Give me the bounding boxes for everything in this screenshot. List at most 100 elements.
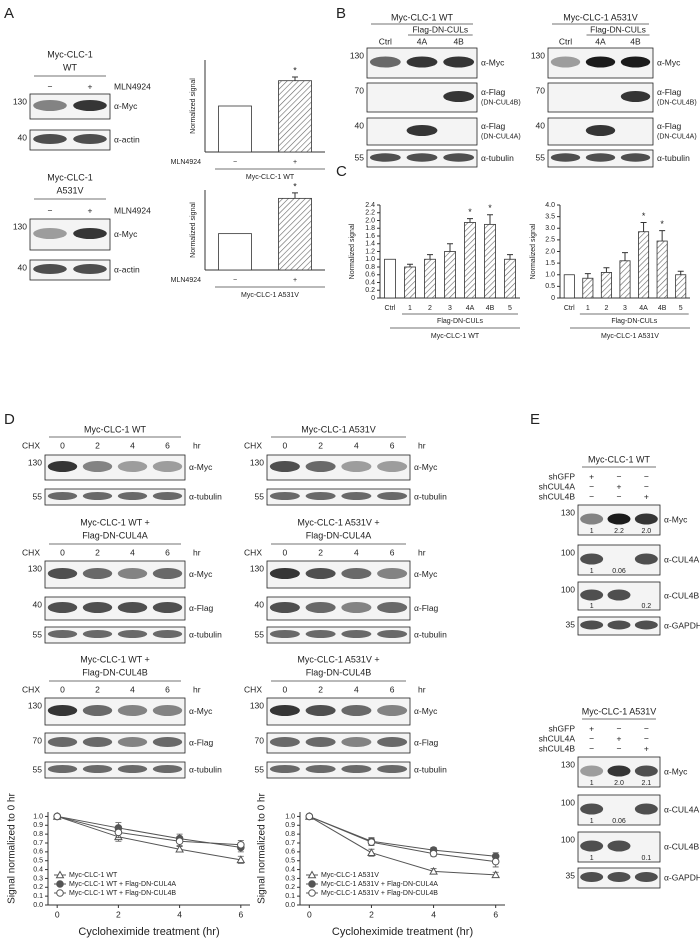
antibody-label: α-Myc — [189, 462, 213, 472]
antibody-label: α-tubulin — [414, 629, 447, 639]
blot-membrane — [44, 488, 186, 506]
band — [82, 705, 113, 716]
bar — [504, 258, 516, 299]
y-tick-label: 1.0 — [365, 256, 375, 263]
lane-label: 4 — [130, 440, 135, 450]
band — [341, 568, 372, 579]
band — [580, 803, 604, 815]
series-line — [309, 815, 496, 857]
y-tick-label: 0.4 — [33, 866, 43, 873]
panel-letter: B — [336, 5, 346, 22]
x-tick-label: Ctrl — [385, 305, 396, 312]
bar — [638, 231, 650, 299]
blot-membrane — [266, 488, 411, 506]
bar — [424, 258, 436, 299]
marker — [491, 870, 501, 879]
condition-mark: + — [644, 743, 649, 753]
y-tick-label: 0.6 — [365, 272, 375, 279]
x-tick-label: 4A — [466, 305, 475, 312]
band — [634, 553, 658, 565]
x-tick-label: 2 — [604, 305, 608, 312]
blot-membrane — [266, 761, 411, 779]
y-tick-label: 0.3 — [33, 875, 43, 882]
error-bar — [487, 214, 493, 225]
y-axis-label: Signal normalized to 0 hr — [257, 793, 268, 904]
bar — [675, 274, 687, 299]
band — [341, 630, 372, 638]
band — [620, 91, 651, 102]
mw-marker: 100 — [561, 834, 575, 844]
band — [580, 765, 604, 777]
y-tick-label: 1.6 — [365, 233, 375, 240]
band — [341, 602, 372, 613]
antibody-label: α-Myc — [114, 229, 138, 239]
mw-marker: 40 — [18, 132, 28, 142]
antibody-label: α-Flag — [414, 603, 439, 613]
band — [152, 492, 183, 500]
unit-label: hr — [418, 684, 426, 694]
quant-label: 1 — [590, 818, 594, 825]
antibody-label: α-Myc — [664, 766, 688, 776]
y-tick-label: 2.4 — [365, 202, 375, 209]
y-tick-label: 3.0 — [545, 225, 555, 232]
y-tick-label: 0.1 — [33, 893, 43, 900]
band — [73, 264, 107, 274]
bar — [444, 251, 456, 299]
band — [607, 620, 631, 630]
y-tick-label: 1.5 — [545, 260, 555, 267]
condition-mark: − — [617, 743, 622, 753]
lane-label: Ctrl — [379, 36, 392, 46]
y-tick-label: 0 — [551, 295, 555, 302]
y-axis-label: Normalized signal — [190, 202, 197, 258]
mw-marker: 35 — [566, 870, 576, 880]
y-tick-label: 0.9 — [33, 822, 43, 829]
x-tick-label: 5 — [679, 305, 683, 312]
condition-name: shCUL4A — [539, 481, 576, 491]
mw-marker: 130 — [250, 457, 264, 467]
y-tick-label: 0.2 — [285, 884, 295, 891]
treatment-label: CHX — [244, 547, 262, 557]
band — [47, 602, 78, 613]
mw-marker: 130 — [531, 50, 545, 60]
antibody-label: α-CUL4A — [664, 554, 699, 564]
band — [305, 765, 336, 773]
y-tick-label: 0.2 — [365, 287, 375, 294]
antibody-detail: (DN-CUL4B) — [481, 99, 521, 106]
blot-title: Flag-DN-CUL4B — [306, 667, 372, 677]
legend-label: Myc-CLC-1 WT + Flag-DN-CUL4B — [69, 890, 176, 897]
row-label: MLN4924 — [171, 159, 201, 166]
blot-title: Myc-CLC-1 A531V + — [297, 654, 379, 664]
lane-label: 2 — [318, 547, 323, 557]
legend-label: Myc-CLC-1 A531V + Flag-DN-CUL4A — [321, 881, 438, 888]
y-tick-label: 0.6 — [33, 849, 43, 856]
mw-marker: 40 — [255, 599, 265, 609]
group-label: Flag-DN-CULs — [437, 318, 483, 325]
band — [341, 737, 372, 747]
lane-label: 0 — [60, 684, 65, 694]
lane-label: 0 — [60, 547, 65, 557]
treatment-label: CHX — [22, 684, 40, 694]
mw-marker: 130 — [250, 700, 264, 710]
x-tick-label: 0 — [307, 909, 312, 919]
band — [73, 100, 107, 111]
band — [377, 461, 408, 472]
y-axis-label: Signal normalized to 0 hr — [7, 793, 18, 904]
significance: * — [293, 65, 297, 75]
x-tick-label: 3 — [623, 305, 627, 312]
band — [152, 765, 183, 773]
antibody-label: α-tubulin — [414, 764, 447, 774]
unit-label: hr — [418, 547, 426, 557]
panel-letter: A — [4, 5, 14, 22]
lane-label: 4 — [130, 547, 135, 557]
band — [269, 737, 300, 747]
error-bar — [622, 252, 628, 261]
band — [305, 737, 336, 747]
antibody-label: α-Myc — [189, 569, 213, 579]
y-tick-label: 0.0 — [285, 902, 295, 909]
band — [620, 56, 651, 68]
band — [73, 228, 107, 239]
unit-label: hr — [193, 440, 201, 450]
antibody-label: α-tubulin — [481, 153, 514, 163]
blot-title: Myc-CLC-1 — [47, 172, 93, 182]
band — [47, 568, 78, 579]
